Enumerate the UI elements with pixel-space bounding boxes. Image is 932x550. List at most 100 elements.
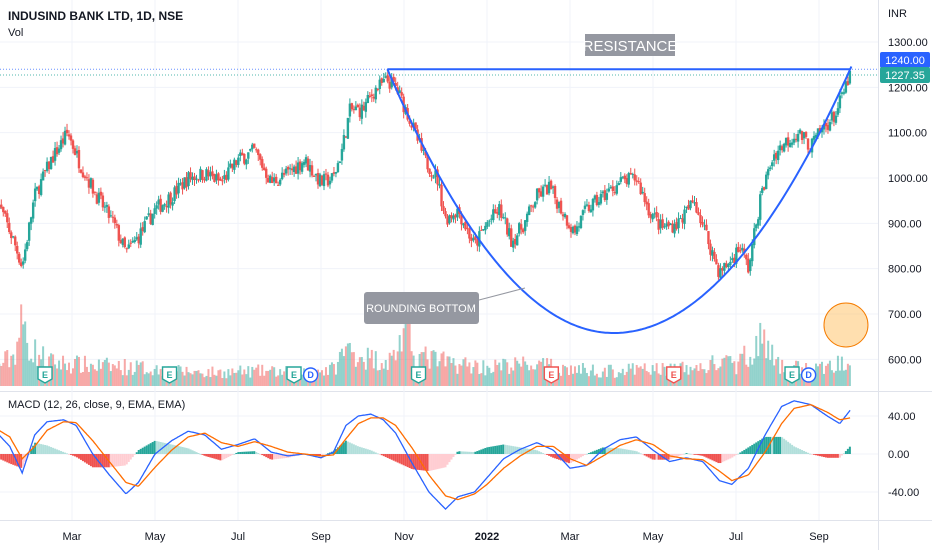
candle-body: [635, 180, 638, 182]
macd-histogram-bar: [556, 454, 559, 460]
volume-bar: [251, 366, 254, 386]
rounding-bottom-curve[interactable]: [386, 66, 853, 334]
earnings-event-icon[interactable]: E: [286, 366, 302, 384]
macd-histogram-bar: [207, 454, 210, 457]
candle-body: [0, 204, 3, 208]
earnings-event-icon[interactable]: E: [161, 366, 178, 384]
candle-body: [161, 205, 164, 212]
candle-body: [217, 173, 220, 181]
price-tick-label: 1200.00: [888, 82, 928, 94]
candle-body: [290, 168, 294, 171]
volume-bar: [818, 363, 821, 386]
candle-body: [49, 156, 53, 170]
volume-bar: [153, 368, 156, 386]
resistance-price-badge: 1240.00: [880, 52, 930, 68]
volume-bar: [689, 366, 692, 386]
volume-bar: [452, 358, 455, 386]
macd-histogram-bar: [141, 447, 144, 454]
earnings-event-icon[interactable]: E: [37, 366, 53, 384]
candle-body: [95, 194, 99, 204]
macd-histogram-bar: [490, 446, 493, 454]
volume-bar: [73, 358, 76, 386]
candle-body: [247, 152, 250, 159]
volume-bar: [123, 359, 126, 386]
candle-body: [529, 205, 533, 207]
candle-body: [20, 262, 23, 266]
volume-bar: [392, 349, 395, 386]
candle-body: [508, 228, 511, 237]
volume-bar: [775, 359, 778, 386]
macd-histogram-bar: [197, 453, 200, 454]
rounding-bottom-annotation[interactable]: ROUNDING BOTTOM: [364, 287, 526, 324]
macd-histogram-bar: [705, 454, 708, 458]
macd-label[interactable]: MACD (12, 26, close, 9, EMA, EMA): [8, 399, 185, 411]
macd-histogram-bar: [745, 448, 748, 454]
macd-histogram-bar: [836, 454, 839, 458]
macd-histogram-bar: [259, 454, 262, 455]
candle-body: [282, 173, 286, 175]
macd-histogram-bar: [474, 451, 477, 454]
volume-bar: [820, 361, 823, 386]
candle-body: [45, 161, 49, 171]
candle-body: [243, 153, 246, 164]
volume-bar: [627, 363, 630, 386]
volume-bar: [143, 374, 146, 386]
symbol-title[interactable]: INDUSIND BANK LTD, 1D, NSE: [8, 9, 183, 23]
candle-body: [583, 205, 587, 209]
resistance-annotation[interactable]: RESISTANCE: [583, 34, 678, 56]
earnings-marker-shape: [666, 366, 682, 384]
earnings-event-icon[interactable]: E: [543, 366, 560, 384]
candle-body: [302, 161, 306, 165]
earnings-event-icon[interactable]: E: [410, 366, 427, 384]
dividend-event-icon[interactable]: D: [302, 367, 319, 383]
candle-body: [159, 198, 162, 212]
volume-bar: [34, 339, 37, 386]
volume-bar: [388, 352, 391, 386]
dividend-marker-shape: [302, 367, 319, 383]
candle-body: [312, 175, 316, 177]
candle-body: [824, 123, 828, 127]
macd-histogram-bar: [36, 443, 39, 454]
macd-histogram-bar: [75, 454, 78, 458]
dividend-event-icon[interactable]: D: [800, 367, 817, 383]
candle-body: [571, 226, 575, 234]
candle-body: [804, 131, 808, 137]
volume-bar: [564, 366, 567, 386]
volume-highlight-circle[interactable]: [823, 302, 869, 348]
volume-bar: [137, 364, 140, 386]
volume-bar: [273, 367, 276, 386]
macd-histogram-bar: [639, 453, 642, 455]
candle-body: [10, 232, 13, 239]
volume-bar: [828, 360, 831, 386]
candle-body: [201, 170, 204, 180]
earnings-event-icon[interactable]: E: [666, 366, 682, 384]
price-tick-label: 1300.00: [888, 37, 928, 49]
candle-body: [263, 167, 266, 171]
volume-bar: [629, 368, 632, 386]
volume-bar: [12, 354, 15, 386]
volume-bar: [749, 356, 752, 386]
macd-histogram-bar: [169, 444, 172, 454]
candle-body: [617, 182, 621, 186]
volume-bar: [707, 370, 710, 386]
volume-bar: [225, 378, 228, 386]
candle-body: [480, 229, 483, 231]
volume-bar: [665, 375, 668, 386]
macd-histogram-bar: [257, 453, 260, 454]
drawing-layer[interactable]: [386, 66, 869, 348]
earnings-event-icon[interactable]: E: [784, 366, 800, 384]
macd-histogram-bar: [532, 449, 535, 454]
earnings-marker-shape: [784, 366, 800, 384]
candle-body: [326, 174, 330, 186]
price-tick-label: 900.00: [888, 218, 922, 230]
rounding-bottom-annotation-box: [364, 292, 479, 324]
candle-body: [567, 225, 571, 229]
candle-body: [812, 136, 816, 140]
volume-bar: [14, 364, 17, 386]
macd-histogram-bar: [245, 451, 248, 454]
volume-bar: [68, 362, 71, 386]
macd-histogram-bar: [368, 449, 371, 454]
volume-bar: [822, 373, 825, 386]
